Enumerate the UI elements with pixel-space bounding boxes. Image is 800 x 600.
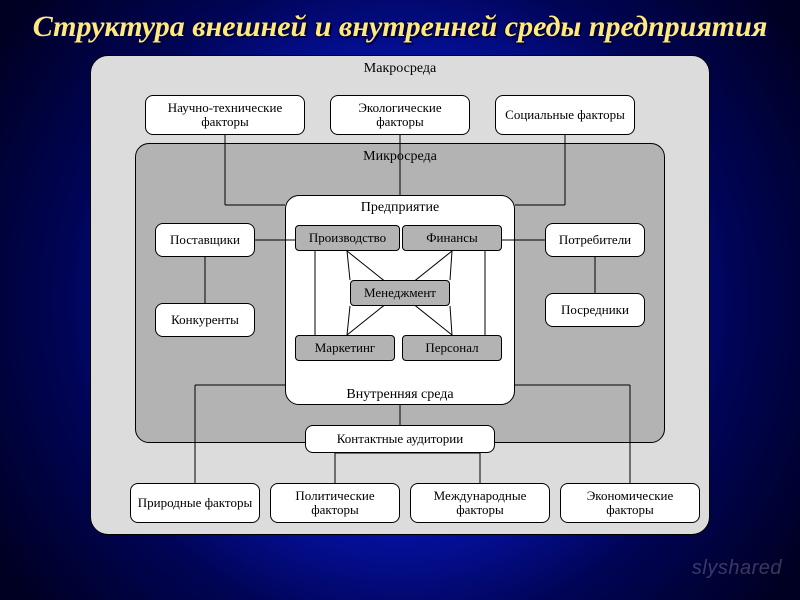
inner-environment-label: Внутренняя среда: [346, 387, 453, 403]
micro-label: Микросреда: [363, 149, 437, 165]
enterprise-finance: Финансы: [402, 225, 502, 251]
title-text: Структура внешней и внутренней среды пре…: [33, 10, 768, 43]
macro-factor-natural: Природные факторы: [130, 483, 260, 523]
micro-intermediaries: Посредники: [545, 293, 645, 327]
macro-label: Макросреда: [364, 61, 436, 77]
watermark: slyshared: [692, 557, 782, 580]
macro-factor-political: Политические факторы: [270, 483, 400, 523]
micro-consumers: Потребители: [545, 223, 645, 257]
macro-factor-economic: Экономические факторы: [560, 483, 700, 523]
slide-title: Структура внешней и внутренней среды пре…: [0, 0, 800, 51]
macro-factor-international: Международные факторы: [410, 483, 550, 523]
enterprise-management: Менеджмент: [350, 280, 450, 306]
macro-factor-ecological: Экологические факторы: [330, 95, 470, 135]
micro-competitors: Конкуренты: [155, 303, 255, 337]
macro-factor-social: Социальные факторы: [495, 95, 635, 135]
micro-suppliers: Поставщики: [155, 223, 255, 257]
enterprise-marketing: Маркетинг: [295, 335, 395, 361]
enterprise-personnel: Персонал: [402, 335, 502, 361]
enterprise-production: Производство: [295, 225, 400, 251]
micro-contact-audiences: Контактные аудитории: [305, 425, 495, 453]
enterprise-label: Предприятие: [361, 200, 440, 216]
environment-diagram: Макросреда Микросреда Предприятие Внутре…: [90, 55, 710, 535]
macro-factor-sci-tech: Научно-технические факторы: [145, 95, 305, 135]
